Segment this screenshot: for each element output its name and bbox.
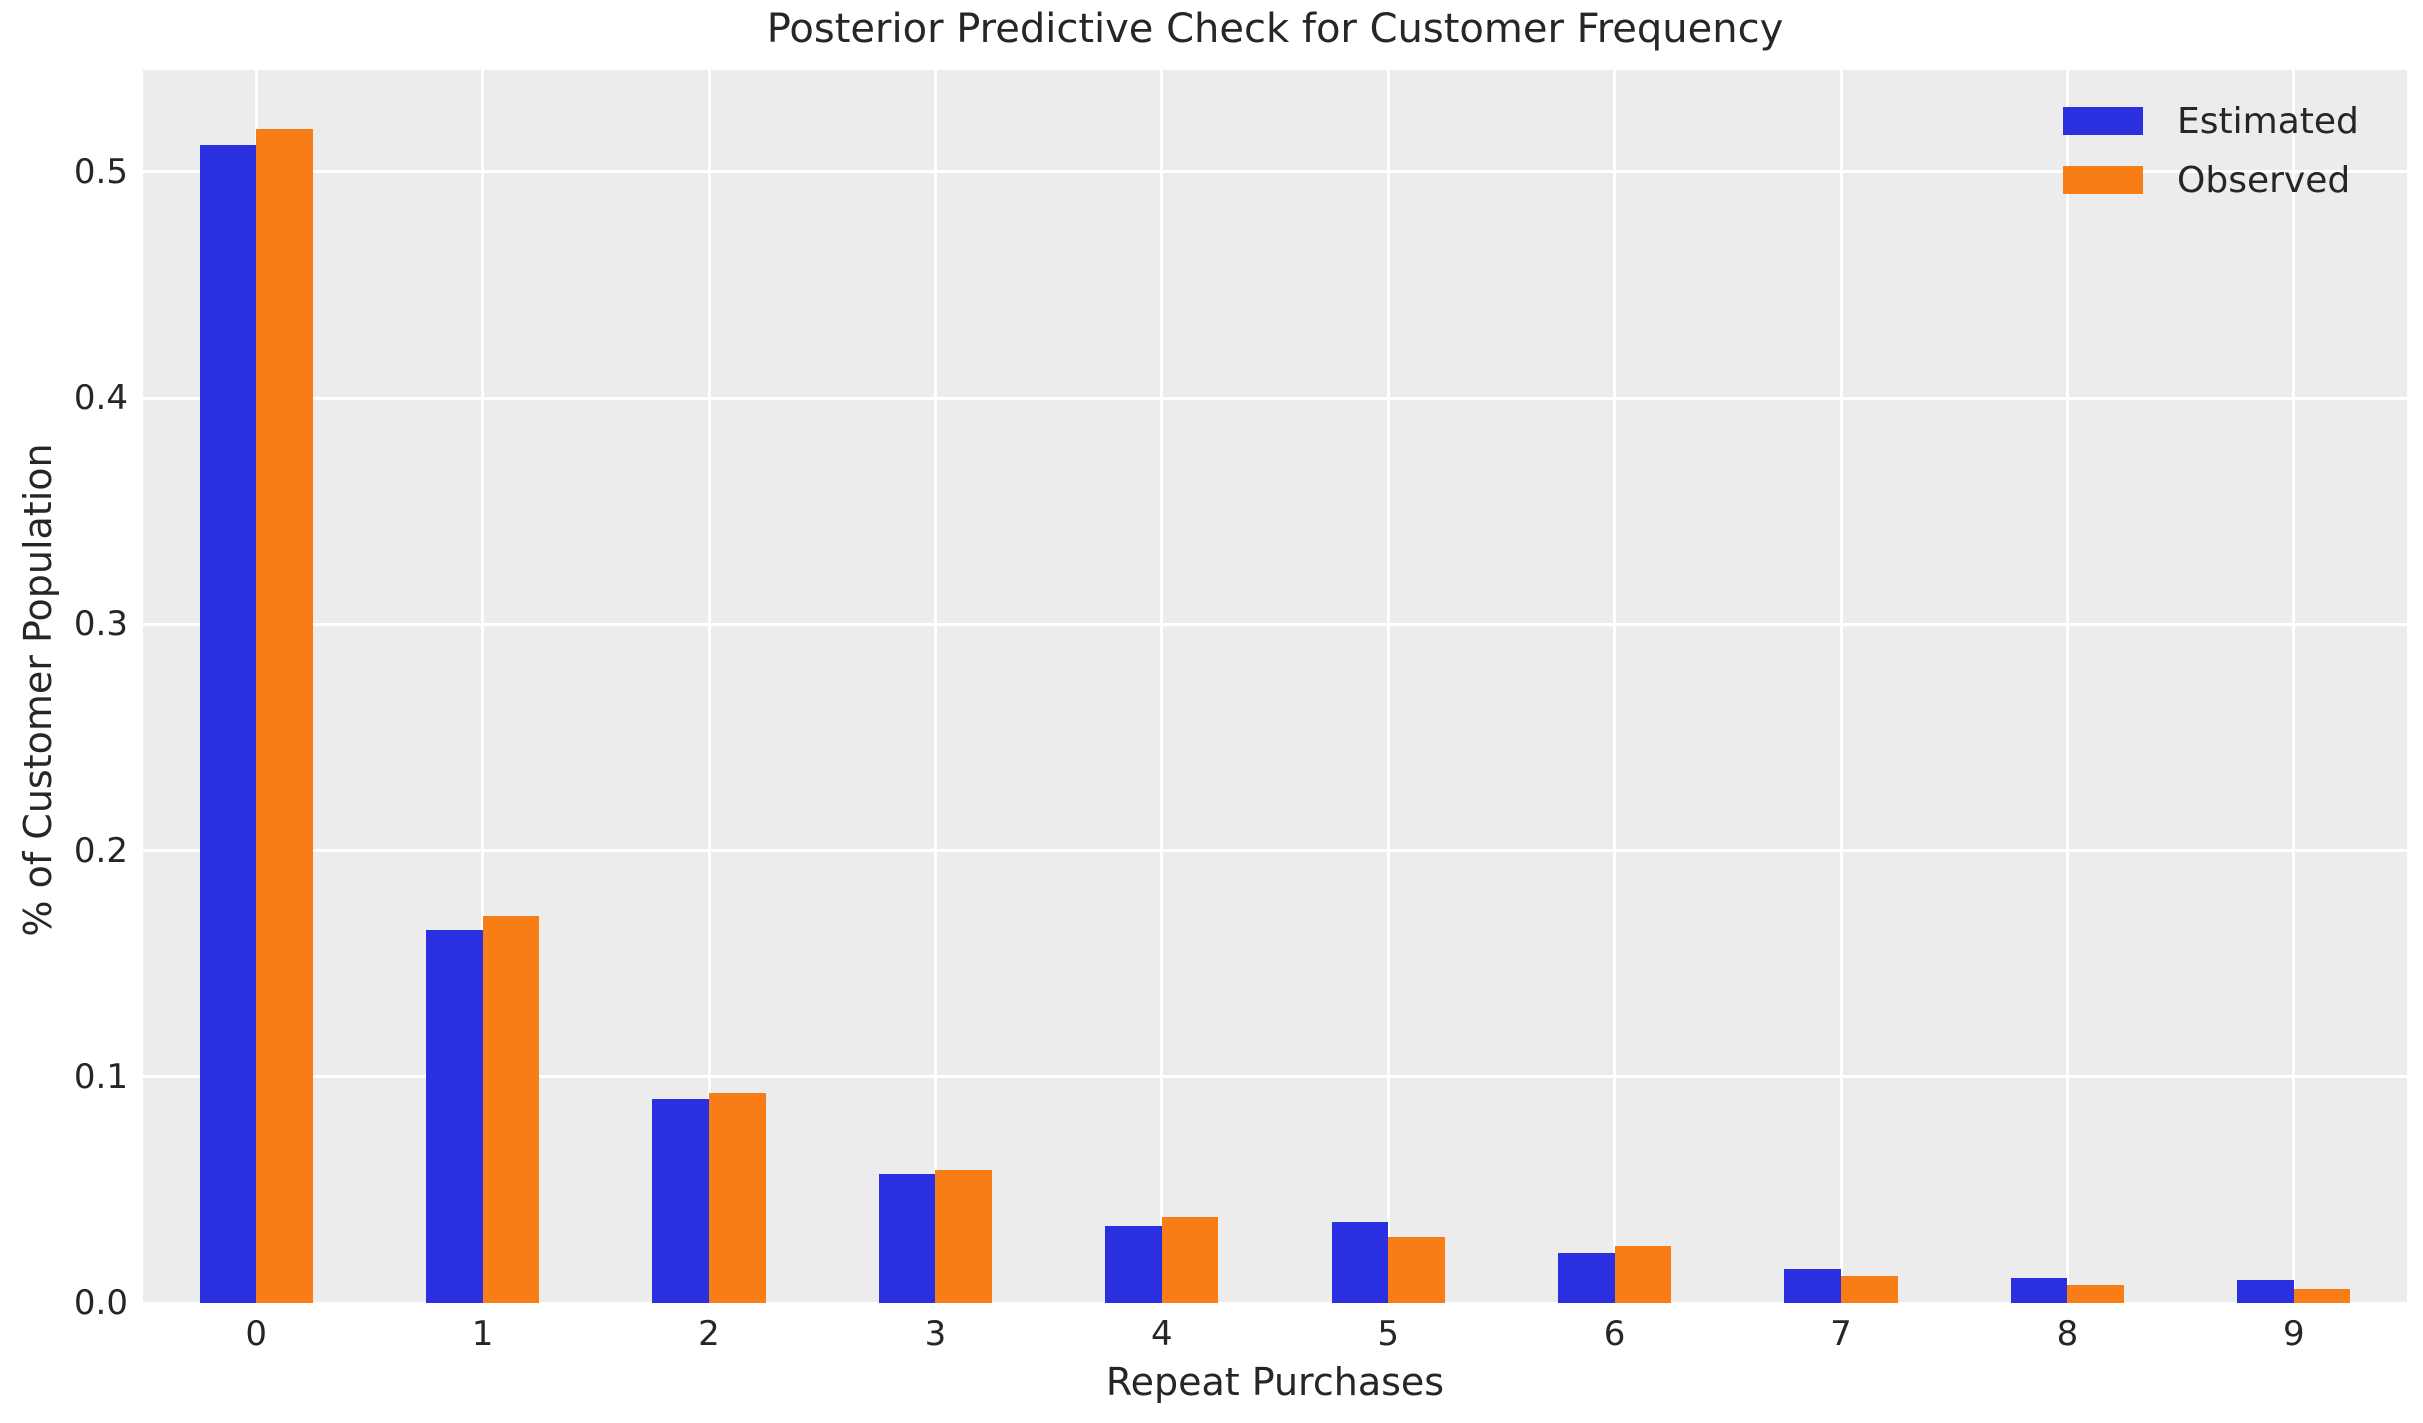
- x-gridline: [1386, 70, 1390, 1303]
- x-tick-label: 1: [471, 1314, 494, 1354]
- y-gridline: [143, 849, 2407, 853]
- y-tick-label: 0.5: [73, 151, 128, 192]
- plot-area: [143, 70, 2407, 1305]
- bar-observed-2: [709, 1092, 766, 1303]
- bar-observed-9: [2293, 1289, 2351, 1303]
- bar-observed-8: [2067, 1284, 2124, 1303]
- bar-observed-6: [1614, 1246, 1672, 1303]
- bar-estimated-6: [1558, 1253, 1615, 1303]
- x-tick-label: 6: [1603, 1314, 1626, 1354]
- estimated-swatch-icon: [2063, 107, 2143, 135]
- x-tick-label: 7: [1830, 1314, 1852, 1354]
- x-axis-label: Repeat Purchases: [1105, 1360, 1445, 1404]
- x-tick-label: 0: [245, 1314, 267, 1354]
- x-gridline: [1160, 70, 1164, 1303]
- y-gridline: [143, 396, 2407, 400]
- y-tick-label: 0.1: [73, 1056, 128, 1097]
- chart-title: Posterior Predictive Check for Customer …: [766, 6, 1784, 52]
- x-tick-label: 3: [924, 1314, 947, 1354]
- bar-observed-1: [482, 916, 540, 1303]
- bar-estimated-5: [1331, 1221, 1389, 1303]
- x-tick-label: 8: [2056, 1314, 2079, 1354]
- x-gridline: [1613, 70, 1617, 1303]
- legend-item-observed: Observed: [2063, 159, 2359, 201]
- y-tick-label: 0.0: [73, 1283, 128, 1323]
- bar-estimated-2: [652, 1099, 709, 1303]
- bar-observed-3: [935, 1169, 992, 1303]
- bar-estimated-8: [2010, 1278, 2068, 1303]
- bar-observed-7: [1841, 1275, 1898, 1303]
- x-tick-label: 9: [2282, 1314, 2305, 1354]
- y-gridline: [143, 170, 2407, 174]
- x-tick-label: 2: [698, 1314, 720, 1354]
- legend-label: Observed: [2177, 159, 2351, 201]
- y-tick-label: 0.2: [73, 830, 128, 871]
- bar-observed-4: [1161, 1217, 1219, 1303]
- legend-label: Estimated: [2177, 100, 2359, 142]
- bar-observed-0: [256, 128, 313, 1303]
- legend-item-estimated: Estimated: [2063, 100, 2359, 142]
- y-gridline: [143, 622, 2407, 626]
- x-tick-label: 5: [1377, 1314, 1399, 1354]
- y-gridline: [143, 1075, 2407, 1079]
- y-tick-label: 0.4: [73, 378, 128, 419]
- x-gridline: [481, 70, 485, 1303]
- bar-estimated-0: [199, 144, 257, 1303]
- bar-estimated-3: [878, 1174, 936, 1303]
- x-gridline: [2065, 70, 2069, 1303]
- x-gridline: [933, 70, 937, 1303]
- bar-estimated-7: [1784, 1269, 1841, 1303]
- bar-estimated-9: [2237, 1280, 2294, 1303]
- legend: Estimated Observed: [2063, 100, 2359, 221]
- x-tick-label: 4: [1150, 1314, 1173, 1354]
- y-tick-label: 0.3: [73, 604, 128, 645]
- bar-estimated-4: [1105, 1226, 1162, 1303]
- y-gridline: [143, 1301, 2407, 1305]
- x-gridline: [2292, 70, 2296, 1303]
- y-axis-label: % of Customer Population: [16, 443, 60, 937]
- bar-observed-5: [1388, 1237, 1445, 1303]
- observed-swatch-icon: [2063, 166, 2143, 194]
- x-gridline: [1839, 70, 1843, 1303]
- x-gridline: [707, 70, 711, 1303]
- bar-estimated-1: [426, 929, 483, 1303]
